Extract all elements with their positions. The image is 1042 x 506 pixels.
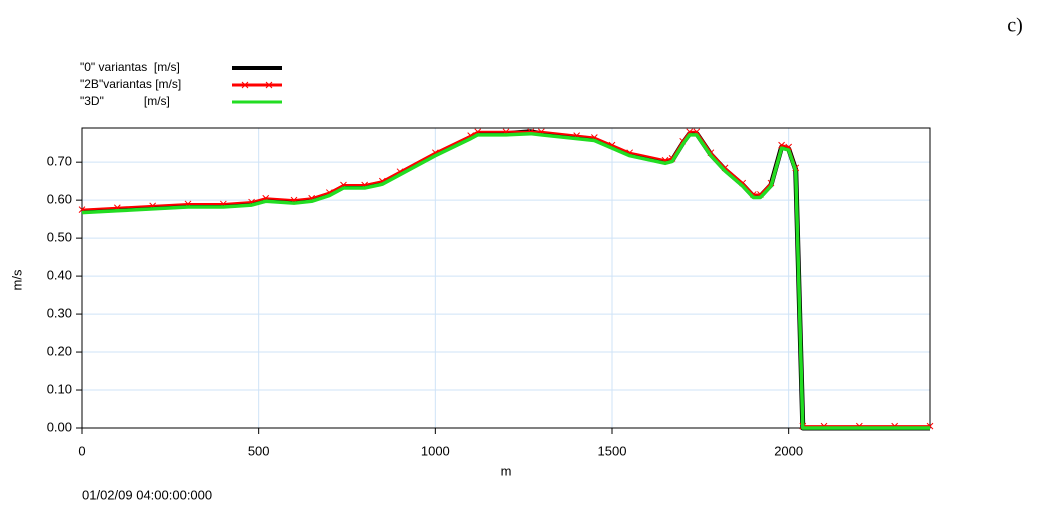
x-tick-label: 500	[248, 443, 270, 458]
footer: 01/02/09 04:00:00:000	[82, 487, 212, 502]
panel-label: c)	[1007, 15, 1023, 37]
y-tick-label: 0.40	[47, 268, 72, 283]
x-axis-label: m	[501, 463, 512, 478]
x-tick-label: 0	[78, 443, 85, 458]
y-tick-label: 0.20	[47, 343, 72, 358]
plot-frame	[81, 127, 931, 429]
x-tick-label: 2000	[774, 443, 803, 458]
y-tick-label: 0.70	[47, 154, 72, 169]
y-tick-label: 0.00	[47, 419, 72, 434]
legend-label: "2B"variantas [m/s]	[80, 77, 181, 91]
y-tick-label: 0.30	[47, 306, 72, 321]
legend-marker	[241, 81, 249, 89]
x-tick-label: 1000	[421, 443, 450, 458]
y-tick-label: 0.50	[47, 230, 72, 245]
legend-label: "3D" [m/s]	[80, 94, 170, 108]
y-tick-label: 0.60	[47, 192, 72, 207]
legend-marker	[265, 81, 273, 89]
x-tick-label: 1500	[598, 443, 627, 458]
legend-label: "0" variantas [m/s]	[80, 60, 180, 74]
series-line	[81, 131, 930, 430]
y-tick-label: 0.10	[47, 381, 72, 396]
y-axis-label: m/s	[9, 269, 24, 290]
